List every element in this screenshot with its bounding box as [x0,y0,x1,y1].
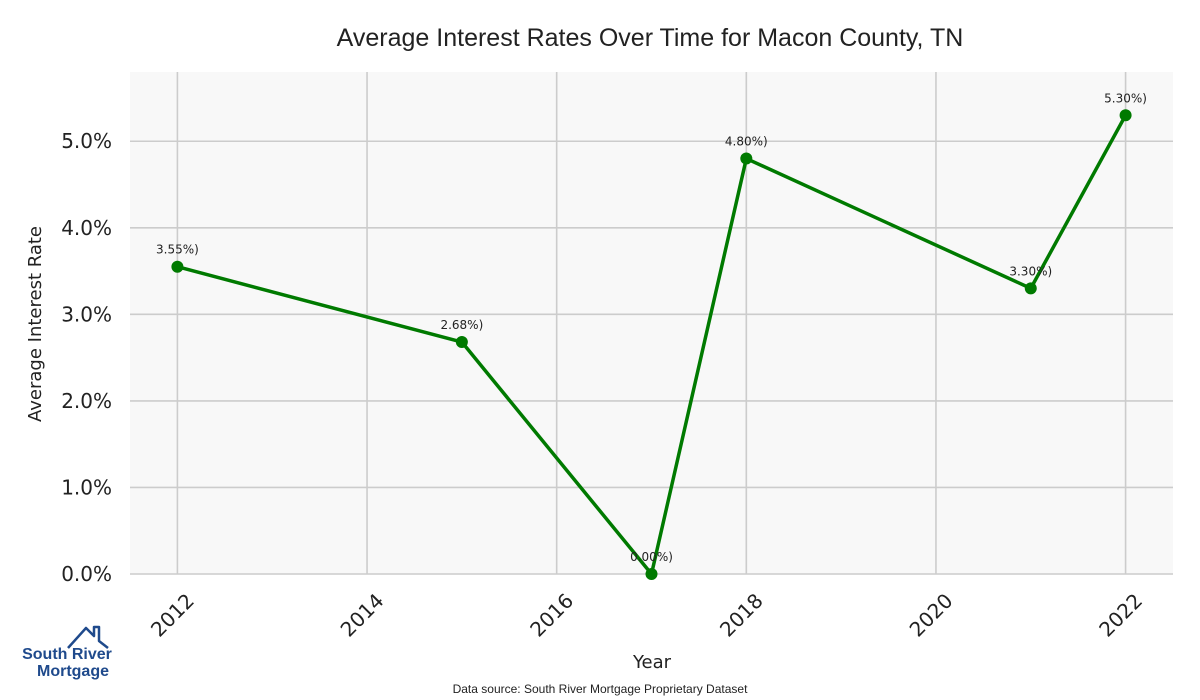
y-tick-label: 0.0% [61,562,112,586]
south-river-mortgage-logo: South River Mortgage [22,625,112,680]
data-point [455,336,468,349]
data-point [645,568,658,580]
x-tick-label: 2012 [146,589,199,642]
x-tick-label: 2016 [525,589,578,642]
logo-text-line1: South River [22,646,112,663]
series-line-group [176,114,1128,576]
x-axis-ticks: 2012 2014 2016 2018 2020 2022 [146,589,1147,642]
series-line [176,114,1128,576]
data-label: 2.68%) [440,318,483,332]
x-axis-label: Year [632,652,672,673]
data-label: 0.00%) [630,550,673,564]
y-tick-label: 1.0% [61,475,112,499]
data-source-note: Data source: South River Mortgage Propri… [453,682,748,696]
y-tick-label: 2.0% [61,389,112,413]
chart-title: Average Interest Rates Over Time for Mac… [337,24,964,52]
x-tick-label: 2020 [905,589,958,642]
plot-area [130,72,1173,574]
house-roof-icon [67,625,109,649]
x-tick-label: 2022 [1094,589,1147,642]
data-label: 4.80%) [725,135,768,149]
data-labels: 3.55%) 2.68%) 0.00%) 4.80%) 3.30%) 5.30%) [156,91,1147,564]
x-tick-label: 2018 [715,589,768,642]
y-tick-label: 4.0% [61,216,112,240]
data-point [1119,109,1132,122]
data-label: 3.55%) [156,243,199,257]
data-point [171,260,184,273]
data-label: 3.30%) [1009,264,1052,278]
data-point [740,152,753,165]
grid [130,72,1173,575]
y-axis-ticks: 0.0% 1.0% 2.0% 3.0% 4.0% 5.0% [61,129,112,586]
data-point [1024,282,1037,295]
data-label: 5.30%) [1104,91,1147,105]
logo-text-line2: Mortgage [37,663,109,680]
data-points [171,109,1132,580]
y-tick-label: 5.0% [61,129,112,153]
x-tick-label: 2014 [336,589,389,642]
y-tick-label: 3.0% [61,302,112,326]
y-axis-label: Average Interest Rate [25,226,46,422]
